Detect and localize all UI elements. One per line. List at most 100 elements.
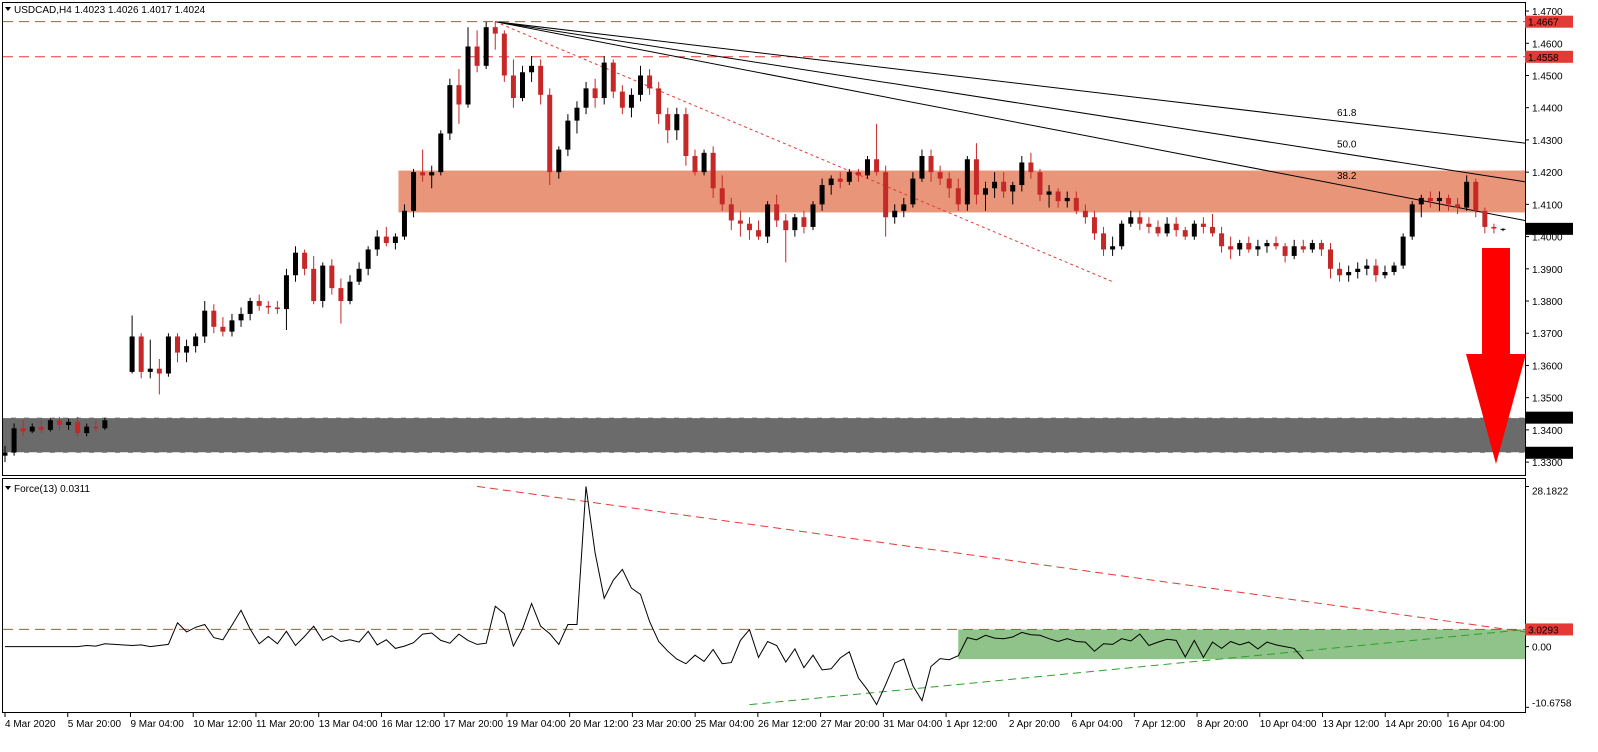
- candle-body: [1155, 226, 1161, 234]
- candle-body: [638, 75, 644, 95]
- force-tick-label: -10.6758: [1532, 698, 1572, 709]
- candle-body: [928, 156, 934, 173]
- candle-body: [1491, 226, 1497, 229]
- time-tick-label: 1 Apr 12:00: [946, 719, 998, 730]
- level-tag-bg: [1525, 50, 1573, 63]
- candle-body: [447, 85, 453, 134]
- time-tick-label: 7 Apr 12:00: [1134, 719, 1186, 730]
- force-axis: 28.1822 3.0293 0.00 -10.6758: [1525, 485, 1573, 709]
- candle-body: [1119, 223, 1125, 247]
- price-tick-label: 1.4600: [1532, 39, 1563, 50]
- candle-body: [828, 178, 834, 186]
- candle-body: [1500, 228, 1506, 230]
- zone-tag-bg: [1525, 411, 1573, 424]
- candle-body: [583, 88, 589, 108]
- arrow-shaft: [1482, 248, 1510, 356]
- support-zone: [3, 417, 1525, 453]
- time-tick-label: 19 Mar 04:00: [507, 719, 566, 730]
- candle-body: [229, 320, 235, 332]
- candle-body: [283, 275, 289, 310]
- candle-body: [737, 220, 743, 224]
- candle-body: [274, 307, 280, 310]
- time-tick-label: 8 Apr 20:00: [1197, 719, 1249, 730]
- candle-body: [84, 426, 90, 434]
- time-tick-label: 9 Mar 04:00: [130, 719, 184, 730]
- fib-fan-line: [495, 21, 1526, 183]
- price-tick-label: 1.3900: [1532, 265, 1563, 276]
- candle-body: [420, 172, 426, 176]
- candle-body: [1209, 226, 1215, 234]
- candle-body: [356, 268, 362, 282]
- candle-body: [1355, 268, 1361, 273]
- candle-body: [883, 172, 889, 218]
- candle-body: [1073, 197, 1079, 211]
- candle-body: [220, 326, 226, 332]
- candle-body: [1028, 162, 1034, 173]
- candle-body: [874, 159, 880, 173]
- candle-body: [1328, 249, 1333, 269]
- candle-body: [855, 172, 861, 176]
- candle-body: [2, 452, 8, 456]
- indicator-title: Force(13) 0.0311: [14, 484, 90, 495]
- price-tick-label: 1.3500: [1532, 394, 1563, 405]
- price-tick-label: 1.3400: [1532, 426, 1563, 437]
- candle-body: [1264, 243, 1270, 247]
- candle-body: [429, 172, 435, 176]
- candle-body: [411, 172, 417, 211]
- candle-body: [801, 217, 807, 227]
- candle-body: [746, 223, 752, 231]
- force-panel: Force(13) 0.0311: [2, 478, 1526, 713]
- candle-body: [547, 94, 553, 173]
- candle-body: [465, 46, 471, 105]
- candle-body: [1082, 210, 1088, 218]
- candle-body: [302, 252, 308, 269]
- time-tick-label: 26 Mar 12:00: [758, 719, 817, 730]
- candle-body: [1010, 185, 1016, 192]
- candle-body: [329, 265, 335, 289]
- candle-body: [1337, 268, 1343, 276]
- candle-body: [129, 336, 135, 372]
- zone-tag-label: 1.3438: [1528, 414, 1559, 425]
- indicator-collapse-icon[interactable]: [5, 486, 11, 490]
- candle-body: [946, 178, 952, 189]
- price-tick-label: 1.4100: [1532, 200, 1563, 211]
- candle-body: [1219, 233, 1225, 247]
- candle-body: [492, 27, 498, 34]
- price-tag-bg: [1525, 222, 1573, 235]
- candle-body: [683, 114, 689, 157]
- horizontal-levels: [3, 21, 1525, 454]
- candle-body: [501, 33, 507, 76]
- force-panel-frame: [2, 478, 1526, 713]
- candle-body: [592, 88, 598, 99]
- candle-body: [864, 159, 870, 176]
- candle-body: [910, 178, 916, 205]
- candle-body: [692, 156, 698, 173]
- candle-body: [919, 156, 925, 179]
- candle-body: [701, 152, 707, 173]
- price-panel: 38.2 50.0 61.8 USDCAD,H4 1.4023 1.4026 1.4…: [2, 2, 1526, 476]
- candle-body: [574, 107, 580, 121]
- fib-fan-label: 50.0: [1337, 140, 1357, 151]
- candle-body: [901, 204, 907, 211]
- candle-body: [710, 152, 716, 189]
- candle-body: [1391, 265, 1397, 273]
- candle-body: [66, 421, 72, 426]
- candle-body: [56, 420, 62, 426]
- time-tick-label: 16 Mar 12:00: [381, 719, 440, 730]
- candle-body: [565, 120, 571, 150]
- time-tick-label: 4 Mar 2020: [5, 719, 56, 730]
- time-tick-label: 16 Apr 04:00: [1448, 719, 1505, 730]
- candle-body: [374, 236, 380, 250]
- candle-body: [401, 210, 407, 237]
- arrow-head: [1466, 354, 1526, 464]
- candle-body: [937, 172, 943, 179]
- candle-body: [1019, 162, 1025, 186]
- time-tick-label: 23 Mar 20:00: [632, 719, 691, 730]
- zone-tag-bg: [1525, 446, 1573, 459]
- fib-fan-label: 61.8: [1337, 108, 1357, 119]
- candlesticks: [2, 21, 1506, 463]
- title-collapse-icon[interactable]: [5, 7, 11, 11]
- price-tick-label: 1.3800: [1532, 297, 1563, 308]
- time-tick-label: 14 Apr 20:00: [1385, 719, 1442, 730]
- candle-body: [293, 252, 299, 276]
